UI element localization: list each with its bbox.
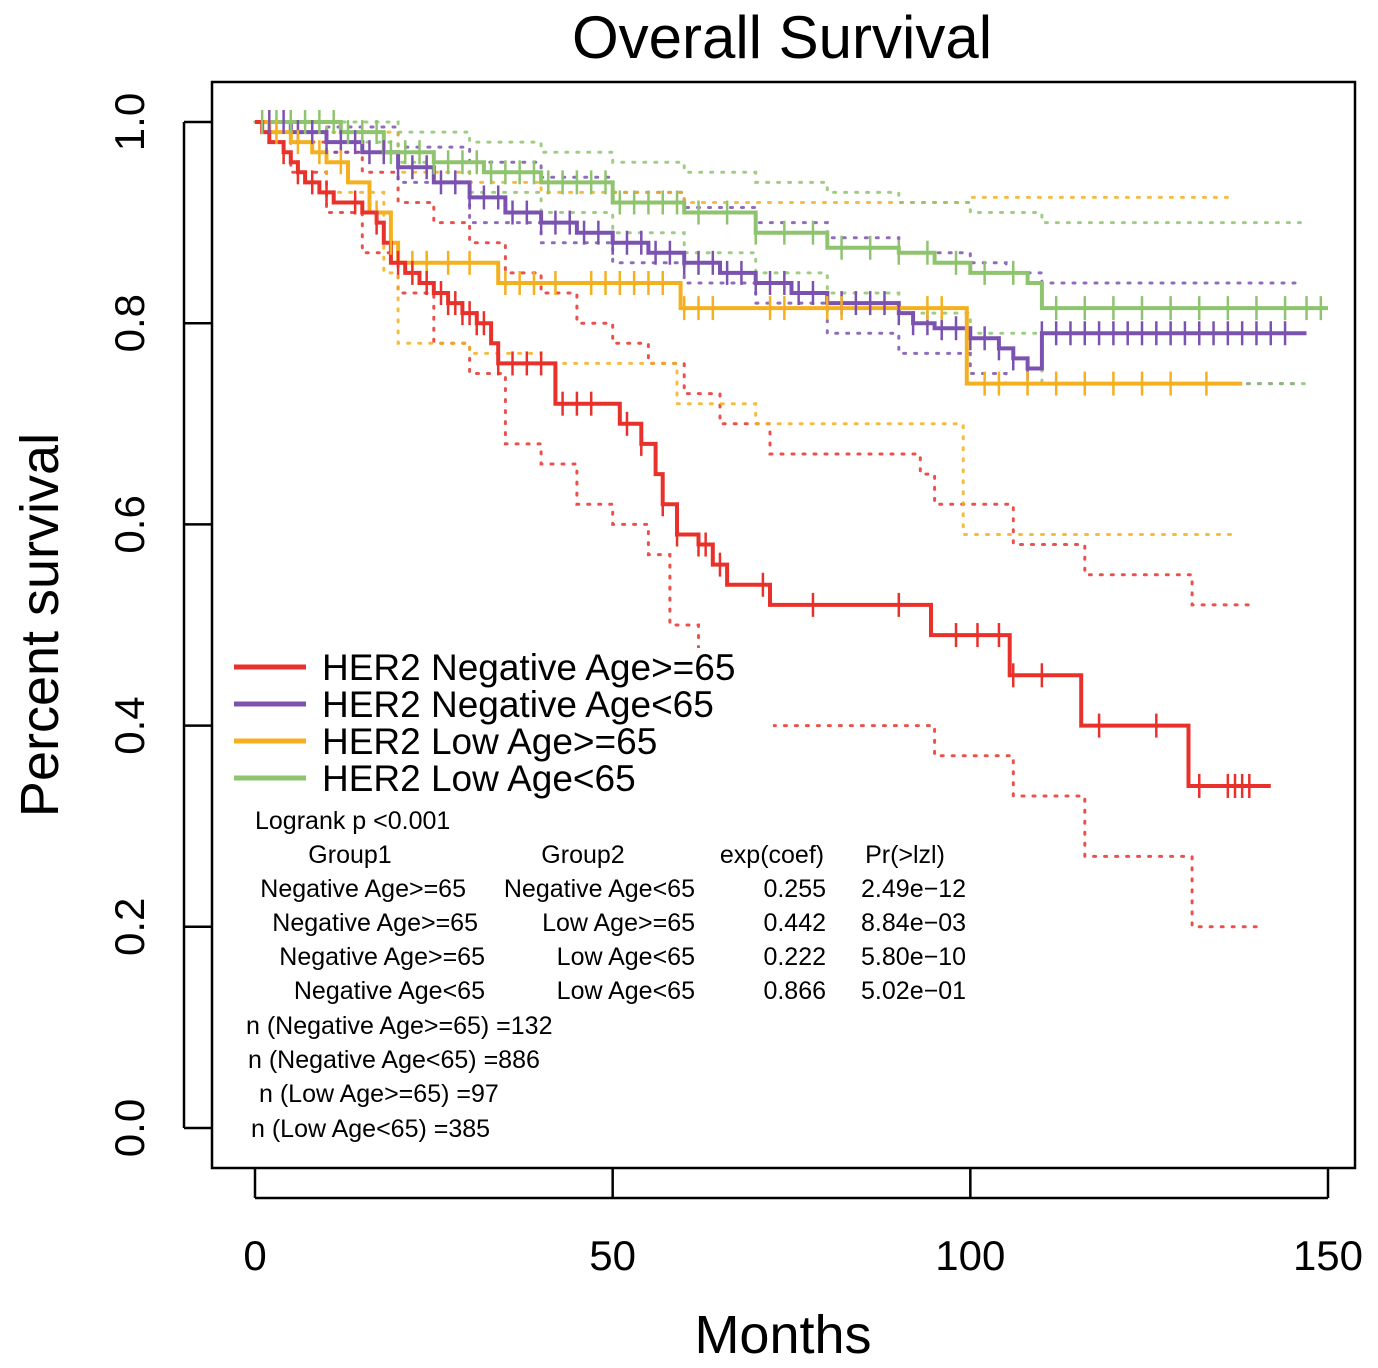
x-axis-label: Months: [694, 1305, 871, 1365]
table-header-group2: Group2: [541, 841, 624, 869]
ci-lower-her2-negative-age-65: [253, 120, 1301, 386]
table-row-2-pvalue: 8.84e−03: [861, 909, 966, 937]
legend-label-her2-negative-age-65: HER2 Negative Age<65: [322, 684, 714, 725]
table-row-3-expcoef: 0.222: [763, 943, 826, 971]
table-row-3-group1: Negative Age>=65: [279, 943, 485, 971]
table-row-2-group1: Negative Age>=65: [272, 909, 478, 937]
y-tick-label: 1.0: [106, 93, 153, 151]
table-header-expcoef: exp(coef): [720, 841, 824, 869]
survival-line-her2-low-age-65: [255, 120, 1328, 311]
table-row-4-group2: Low Age<65: [557, 977, 695, 1005]
y-tick-label: 0.6: [106, 495, 153, 553]
legend-label-her2-negative-age-65: HER2 Negative Age>=65: [322, 647, 735, 688]
x-tick-label: 50: [589, 1232, 636, 1279]
ci-lower-her2-negative-age-65: [253, 120, 1258, 929]
y-tick-label: 0.4: [106, 696, 153, 754]
plot-frame: [210, 80, 1357, 1170]
stats-annotation: Logrank p <0.001 Group1 Group2 exp(coef)…: [246, 807, 966, 1143]
table-header-group1: Group1: [308, 841, 391, 869]
x-tick-label: 150: [1293, 1232, 1363, 1279]
legend-background: [228, 648, 773, 798]
x-tick-label: 0: [243, 1232, 266, 1279]
ci-lower-her2-low-age-65: [253, 120, 1237, 536]
legend-label-her2-low-age-65: HER2 Low Age<65: [322, 758, 636, 799]
survival-line-her2-negative-age-65: [255, 120, 1307, 371]
n-line-2: n (Negative Age<65) =886: [248, 1046, 540, 1074]
ci-upper-her2-low-age-65: [253, 120, 1308, 225]
ci-upper-her2-negative-age-65: [253, 120, 1301, 285]
table-row-1-pvalue: 2.49e−12: [861, 875, 966, 903]
n-line-3: n (Low Age>=65) =97: [259, 1080, 499, 1108]
ci-lower-her2-low-age-65: [253, 120, 1308, 386]
x-axis: 0 50 100 150: [243, 1168, 1363, 1279]
logrank-text: Logrank p <0.001: [255, 807, 450, 835]
chart-title: Overall Survival: [572, 4, 992, 71]
table-row-1-group1: Negative Age>=65: [260, 875, 466, 903]
y-axis: 0.0 0.2 0.4 0.6 0.8 1.0: [106, 93, 212, 1157]
legend-label-her2-low-age-65: HER2 Low Age>=65: [322, 721, 657, 762]
table-row-4-group1: Negative Age<65: [294, 977, 485, 1005]
ci-upper-her2-negative-age-65: [253, 120, 1258, 607]
y-axis-label: Percent survival: [10, 433, 70, 817]
y-tick-label: 0.0: [106, 1099, 153, 1157]
table-row-2-expcoef: 0.442: [763, 909, 826, 937]
table-row-1-expcoef: 0.255: [763, 875, 826, 903]
table-row-3-group2: Low Age<65: [557, 943, 695, 971]
table-row-1-group2: Negative Age<65: [504, 875, 695, 903]
x-tick-label: 100: [935, 1232, 1005, 1279]
table-row-4-pvalue: 5.02e−01: [861, 977, 966, 1005]
y-tick-label: 0.2: [106, 898, 153, 956]
n-line-1: n (Negative Age>=65) =132: [246, 1012, 552, 1040]
table-row-2-group2: Low Age>=65: [542, 909, 695, 937]
table-row-3-pvalue: 5.80e−10: [861, 943, 966, 971]
survival-line-her2-low-age-65: [255, 120, 1243, 386]
survival-line-her2-negative-age-65: [255, 120, 1271, 788]
table-header-pvalue: Pr(>lzl): [865, 841, 945, 869]
n-line-4: n (Low Age<65) =385: [251, 1115, 490, 1143]
y-tick-label: 0.8: [106, 294, 153, 352]
table-row-4-expcoef: 0.866: [763, 977, 826, 1005]
censor-marks: [260, 110, 1323, 798]
